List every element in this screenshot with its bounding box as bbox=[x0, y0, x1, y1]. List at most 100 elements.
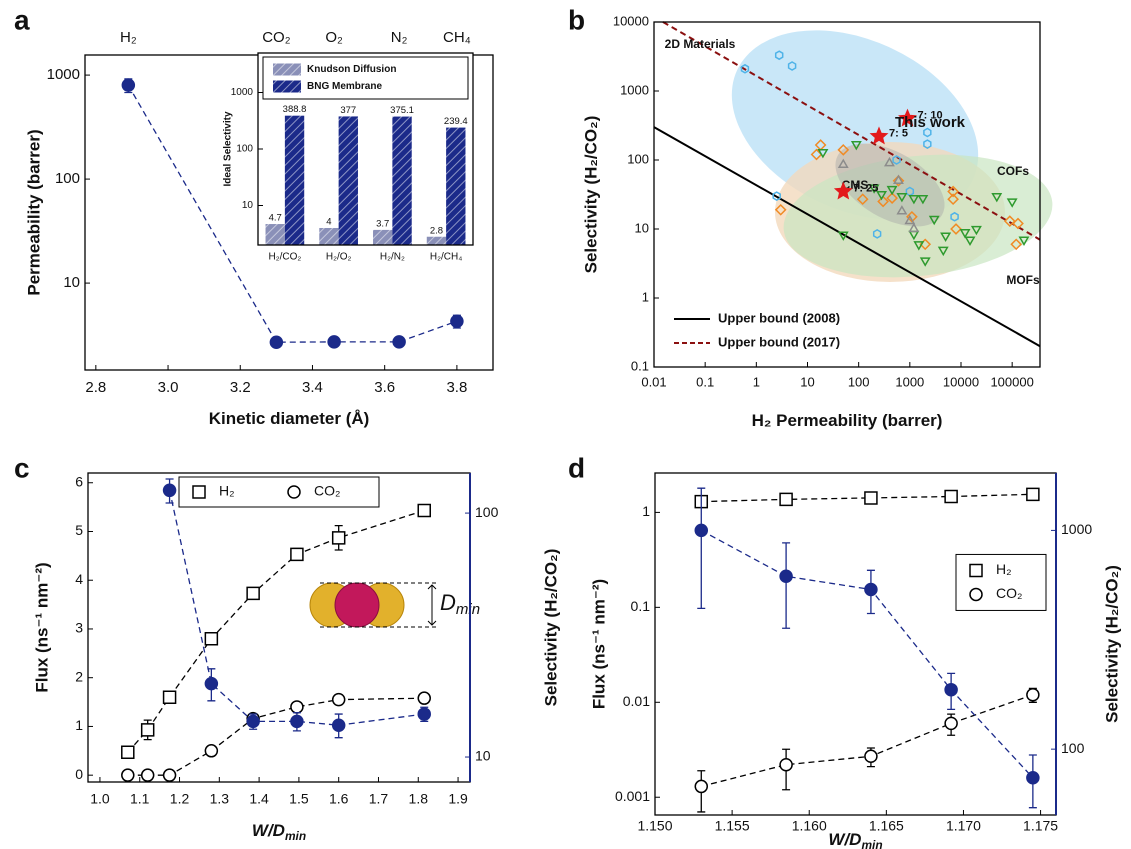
marker bbox=[898, 108, 917, 127]
x-tick-label: 1.150 bbox=[637, 818, 672, 834]
marker bbox=[944, 489, 958, 504]
series-line bbox=[653, 126, 1041, 348]
marker bbox=[940, 232, 952, 242]
marker bbox=[896, 192, 908, 203]
region-mof bbox=[783, 154, 1053, 278]
x-tick-label: 1.7 bbox=[369, 791, 389, 807]
x-tick-label: 3.2 bbox=[230, 379, 251, 396]
x-tick-label: 10 bbox=[800, 374, 814, 389]
legend-swatch bbox=[969, 563, 983, 578]
annotation: Dmin bbox=[440, 590, 480, 618]
marker bbox=[944, 682, 958, 697]
marker bbox=[892, 174, 905, 187]
annotation-subscript: min bbox=[456, 601, 480, 618]
marker bbox=[906, 210, 918, 223]
marker bbox=[121, 78, 136, 92]
bar bbox=[373, 229, 393, 245]
x-axis-label-subscript: min bbox=[285, 829, 306, 843]
marker bbox=[817, 148, 829, 159]
x-tick-label: 1 bbox=[753, 374, 760, 389]
x-tick-label: 1.3 bbox=[210, 791, 230, 807]
marker bbox=[246, 714, 260, 729]
value-label: 239.4 bbox=[444, 116, 468, 127]
marker bbox=[204, 744, 219, 758]
marker bbox=[896, 205, 908, 215]
category-label: H₂/CO₂ bbox=[268, 252, 301, 263]
marker bbox=[917, 194, 929, 205]
legend-label: CO₂ bbox=[996, 585, 1022, 601]
marker bbox=[928, 215, 940, 226]
dimension-arrow bbox=[427, 584, 437, 626]
marker bbox=[1003, 215, 1016, 227]
legend-swatch bbox=[273, 80, 301, 93]
y-tick-label: 10 bbox=[63, 274, 80, 291]
marker bbox=[908, 194, 920, 205]
marker bbox=[774, 50, 784, 61]
marker bbox=[1006, 198, 1018, 208]
series-line bbox=[662, 21, 1041, 241]
marker bbox=[392, 335, 406, 349]
region-label: This work bbox=[895, 114, 966, 131]
x-tick-label: 1.155 bbox=[715, 818, 750, 834]
marker bbox=[864, 491, 878, 505]
x-tick-label: 1.6 bbox=[329, 791, 349, 807]
value-label: 4 bbox=[326, 217, 331, 228]
y-tick-label: 1 bbox=[642, 503, 650, 519]
error-bar bbox=[782, 542, 791, 629]
x-axis-label-main: W/D bbox=[252, 821, 285, 840]
marker bbox=[740, 63, 750, 74]
marker bbox=[837, 231, 849, 241]
y-tick-label: 10 bbox=[635, 220, 649, 235]
y-tick-label: 0 bbox=[75, 766, 83, 782]
panel-letter: c bbox=[14, 452, 30, 483]
marker bbox=[162, 768, 177, 782]
marker bbox=[833, 181, 853, 200]
x-tick-label: 1.8 bbox=[409, 791, 429, 807]
marker bbox=[991, 192, 1003, 203]
legend-label: Upper bound (2008) bbox=[718, 310, 840, 325]
x-axis-label-main: W/D bbox=[828, 830, 861, 849]
marker bbox=[913, 241, 925, 251]
top-label: H₂ bbox=[120, 29, 137, 46]
y2-tick-label: 1000 bbox=[1061, 521, 1092, 537]
marker bbox=[864, 582, 878, 597]
category-label: H₂/O₂ bbox=[326, 252, 352, 263]
y-axis-label: Selectivity (H₂/CO₂) bbox=[581, 116, 600, 274]
error-bar bbox=[697, 487, 706, 610]
marker bbox=[162, 690, 177, 704]
y-tick-label: 0.1 bbox=[631, 598, 651, 614]
value-label: 388.8 bbox=[283, 104, 307, 115]
marker bbox=[869, 126, 889, 145]
y-tick-label: 4 bbox=[75, 571, 83, 587]
marker bbox=[331, 531, 346, 545]
y-tick-label: 3 bbox=[75, 620, 83, 636]
y-tick-label: 0.01 bbox=[623, 693, 650, 709]
x-tick-label: 1.165 bbox=[869, 818, 904, 834]
y-axis-label: Flux (ns⁻¹ nm⁻²) bbox=[32, 562, 51, 692]
bar bbox=[392, 116, 412, 245]
region-label: COFs bbox=[997, 164, 1029, 178]
x-tick-label: 100 bbox=[848, 374, 870, 389]
marker bbox=[1026, 487, 1040, 502]
marker bbox=[876, 190, 888, 201]
marker bbox=[950, 211, 959, 222]
series-line bbox=[127, 509, 425, 753]
x-tick-label: 100000 bbox=[990, 374, 1033, 389]
marker bbox=[950, 223, 962, 235]
marker bbox=[904, 214, 916, 225]
x-tick-label: 3.4 bbox=[302, 379, 323, 396]
marker bbox=[877, 195, 889, 208]
x-tick-label: 1000 bbox=[895, 374, 924, 389]
marker bbox=[450, 314, 464, 328]
x-tick-label: 1.5 bbox=[289, 791, 309, 807]
marker bbox=[892, 155, 901, 165]
x-axis-label: W/Dmin bbox=[252, 821, 306, 843]
marker bbox=[204, 676, 219, 691]
marker bbox=[872, 229, 882, 239]
x-tick-label: 1.160 bbox=[792, 818, 827, 834]
marker bbox=[1026, 688, 1040, 702]
marker bbox=[970, 225, 982, 236]
legend-swatch bbox=[192, 485, 206, 499]
y-tick-label: 100 bbox=[627, 151, 649, 166]
